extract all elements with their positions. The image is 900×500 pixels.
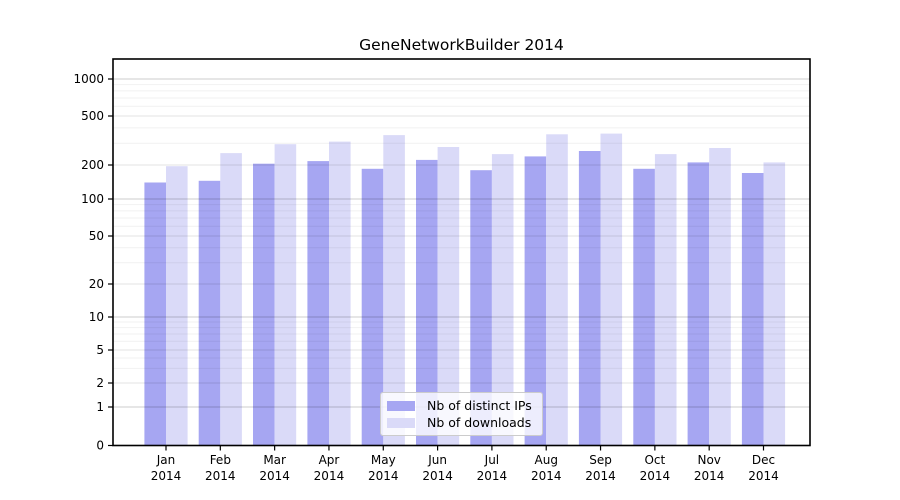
bar-jan-downloads — [166, 166, 188, 446]
bar-oct-downloads — [654, 154, 677, 446]
bar-feb-downloads — [220, 153, 242, 446]
xtick-label-month-aug: Aug — [535, 453, 558, 467]
xtick-label-month-apr: Apr — [319, 453, 340, 467]
xtick-label-month-jul: Jul — [484, 453, 499, 467]
bar-nov-distinct-ips — [687, 162, 710, 446]
bar-mar-distinct-ips — [253, 163, 275, 446]
xtick-label-month-mar: Mar — [263, 453, 286, 467]
bar-sep-downloads — [600, 133, 623, 446]
grid-layer — [113, 78, 810, 408]
bar-jul-distinct-ips — [470, 170, 492, 446]
xtick-label-month-dec: Dec — [752, 453, 775, 467]
xtick-label-month-jan: Jan — [156, 453, 176, 467]
legend: Nb of distinct IPs Nb of downloads — [380, 392, 543, 436]
bar-may-distinct-ips — [361, 168, 384, 446]
legend-label-distinct-ips: Nb of distinct IPs — [427, 398, 532, 413]
bar-apr-downloads — [329, 141, 351, 446]
bar-dec-downloads — [763, 162, 786, 446]
ytick-label-1: 1 — [96, 400, 104, 414]
xtick-label-month-oct: Oct — [644, 453, 665, 467]
ytick-label-10: 10 — [89, 310, 104, 324]
bar-jul-downloads — [491, 154, 514, 446]
xtick-label-year-jul: 2014 — [477, 469, 508, 483]
xtick-label-year-dec: 2014 — [748, 469, 779, 483]
bar-mar-downloads — [274, 144, 297, 446]
ytick-label-500: 500 — [81, 109, 104, 123]
bar-feb-distinct-ips — [198, 180, 221, 446]
bar-aug-distinct-ips — [524, 156, 547, 446]
bar-jun-downloads — [437, 147, 460, 446]
xtick-label-month-may: May — [371, 453, 396, 467]
ytick-label-200: 200 — [81, 158, 104, 172]
xtick-label-year-jun: 2014 — [422, 469, 453, 483]
ytick-label-20: 20 — [89, 277, 104, 291]
xtick-label-year-nov: 2014 — [694, 469, 725, 483]
xtick-label-month-nov: Nov — [697, 453, 720, 467]
xtick-label-year-apr: 2014 — [314, 469, 345, 483]
ytick-label-0: 0 — [96, 439, 104, 453]
xtick-label-year-feb: 2014 — [205, 469, 236, 483]
legend-item-downloads: Nb of downloads — [387, 415, 534, 430]
bars-layer — [144, 133, 786, 446]
legend-label-downloads: Nb of downloads — [427, 415, 532, 430]
bar-dec-distinct-ips — [741, 173, 764, 446]
xtick-label-month-jun: Jun — [427, 453, 447, 467]
bar-jun-distinct-ips — [416, 159, 438, 446]
ytick-label-100: 100 — [81, 192, 104, 206]
legend-swatch-distinct-ips — [387, 400, 415, 411]
legend-item-distinct-ips: Nb of distinct IPs — [387, 398, 534, 413]
axes-layer: 0 1 2 5 10 20 50 100 200 500 1000 Jan 2014 Feb 2014 Mar… — [73, 58, 811, 483]
bar-aug-downloads — [546, 134, 568, 446]
legend-swatch-downloads — [387, 417, 415, 428]
ytick-label-1000: 1000 — [73, 72, 104, 86]
xtick-label-year-jan: 2014 — [151, 469, 182, 483]
xtick-label-year-may: 2014 — [368, 469, 399, 483]
xtick-label-year-sep: 2014 — [585, 469, 616, 483]
bar-jan-distinct-ips — [144, 182, 166, 446]
bar-sep-distinct-ips — [578, 151, 601, 446]
ytick-label-50: 50 — [89, 229, 104, 243]
xtick-label-month-feb: Feb — [210, 453, 231, 467]
ytick-label-2: 2 — [96, 376, 104, 390]
xtick-label-year-mar: 2014 — [259, 469, 290, 483]
bar-may-downloads — [383, 135, 405, 446]
bar-oct-distinct-ips — [633, 168, 655, 446]
chart-title: GeneNetworkBuilder 2014 — [359, 36, 564, 54]
bar-nov-downloads — [709, 148, 731, 446]
xtick-label-year-oct: 2014 — [640, 469, 671, 483]
xtick-label-month-sep: Sep — [589, 453, 612, 467]
bar-apr-distinct-ips — [307, 161, 329, 446]
ytick-label-5: 5 — [96, 343, 104, 357]
xtick-label-year-aug: 2014 — [531, 469, 562, 483]
plot-spines — [112, 58, 811, 447]
